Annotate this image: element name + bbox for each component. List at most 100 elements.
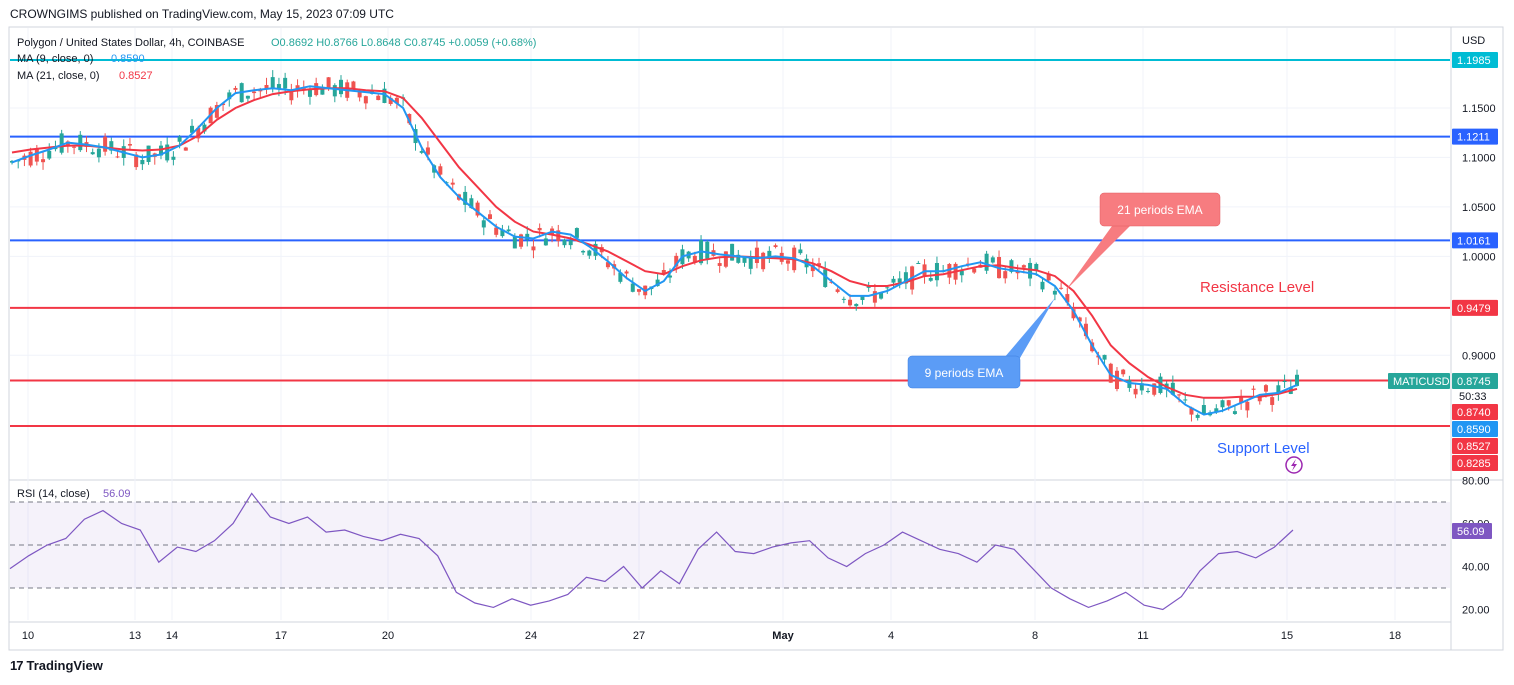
annotation-ema21-text: 21 periods EMA <box>1117 203 1202 217</box>
candle-body <box>519 234 524 247</box>
candle-body <box>34 149 39 162</box>
candle-body <box>252 91 257 94</box>
candle-body <box>1065 294 1070 303</box>
candle-body <box>1114 370 1119 389</box>
candle-body <box>860 295 865 301</box>
annotation-ema9[interactable]: 9 periods EMA <box>907 298 1055 389</box>
candle-body <box>376 95 381 101</box>
candle-body <box>59 133 64 153</box>
x-tick-label: 8 <box>1032 630 1038 642</box>
candle-body <box>587 250 592 256</box>
candle-body <box>1245 401 1250 411</box>
candle-body <box>90 152 95 155</box>
candle-body <box>494 227 499 235</box>
candle-body <box>463 191 468 205</box>
candle-body <box>103 136 108 152</box>
candle-body <box>1239 397 1244 403</box>
candle-body <box>28 151 33 166</box>
candle-body <box>382 88 387 103</box>
lightning-icon[interactable] <box>1285 456 1303 474</box>
candle-body <box>823 269 828 287</box>
candle-body <box>1046 273 1051 281</box>
y-tick-label: 1.1000 <box>1462 152 1496 164</box>
annotation-ema21[interactable]: 21 periods EMA <box>1066 192 1221 290</box>
tag-symbol-bg <box>1388 373 1450 389</box>
y-axis[interactable]: 1.15001.10001.05001.00000.900080.0060.00… <box>1462 103 1496 617</box>
candle-body <box>1214 408 1219 413</box>
level-layer <box>10 59 1450 427</box>
candle-body <box>283 77 288 89</box>
candle-body <box>96 148 101 158</box>
candle-body <box>717 263 722 266</box>
candle-body <box>1034 263 1039 270</box>
candle-body <box>1201 405 1206 415</box>
candle-body <box>537 227 542 231</box>
tag-level-1211-bg <box>1452 128 1498 145</box>
candle-body <box>270 77 275 90</box>
candle-body <box>1282 380 1287 382</box>
legend-symbol[interactable]: Polygon / United States Dollar, 4h, COIN… <box>17 37 244 49</box>
candle-body <box>624 271 629 274</box>
candle-body <box>692 255 697 263</box>
candle-body <box>736 254 741 263</box>
candle-body <box>202 124 207 132</box>
candle-body <box>1052 290 1057 295</box>
legend-rsi-value: 56.09 <box>103 488 131 500</box>
candle-body <box>531 246 536 251</box>
candle-body <box>357 91 362 98</box>
candle-body <box>1040 281 1045 290</box>
rsi-tick-label: 20.00 <box>1462 605 1490 617</box>
candle-body <box>885 287 890 289</box>
legend-ohlc: O0.8692 H0.8766 L0.8648 C0.8745 +0.0059 … <box>271 37 536 49</box>
candle-body <box>332 85 337 97</box>
candle-body <box>363 96 368 104</box>
annotation-ema9-text: 9 periods EMA <box>925 366 1004 380</box>
candle-body <box>506 229 511 232</box>
candle-body <box>841 298 846 300</box>
candle-body <box>1146 390 1151 392</box>
legend-rsi-label[interactable]: RSI (14, close) <box>17 488 90 500</box>
y-tick-label: 1.1500 <box>1462 103 1496 115</box>
candle-body <box>196 127 201 139</box>
candle-body <box>848 299 853 306</box>
tag-symbol: MATICUSD <box>1393 376 1450 388</box>
candle-body <box>605 262 610 268</box>
candle-body <box>903 272 908 284</box>
candle-body <box>190 125 195 133</box>
tag-ma21-bg <box>1452 438 1498 454</box>
candle-body <box>227 92 232 100</box>
candle-body <box>1270 397 1275 405</box>
rsi-tick-label: 80.00 <box>1462 476 1490 488</box>
tag-level-1985-bg <box>1452 52 1498 68</box>
candle-body <box>140 159 145 165</box>
legend-ma21-label[interactable]: MA (21, close, 0) <box>17 70 100 82</box>
candle-body <box>1232 411 1237 414</box>
candle-body <box>723 251 728 267</box>
x-axis[interactable]: 10 13 14 17 20 24 27 May 4 8 11 15 18 <box>22 630 1401 642</box>
candle-body <box>891 278 896 283</box>
legend-ma9-label[interactable]: MA (9, close, 0) <box>17 53 93 65</box>
candle-body <box>407 113 412 124</box>
candle-body <box>618 272 623 282</box>
x-tick-label: 10 <box>22 630 34 642</box>
candle-body <box>326 77 331 88</box>
currency-label: USD <box>1462 35 1485 47</box>
candle-body <box>1152 383 1157 395</box>
candle-body <box>543 238 548 246</box>
footer-brand: TradingView <box>26 658 103 673</box>
candle-body <box>984 253 989 271</box>
candle-body <box>1263 385 1268 392</box>
x-tick-label: 18 <box>1389 630 1401 642</box>
x-tick-label: 4 <box>888 630 894 642</box>
candle-body <box>730 243 735 261</box>
candle-body <box>1021 265 1026 268</box>
candle-body <box>810 264 815 272</box>
candle-body <box>593 243 598 256</box>
y-tick-label: 0.9000 <box>1462 350 1496 362</box>
footer[interactable]: 17 TradingView <box>10 658 103 673</box>
candle-body <box>525 233 530 240</box>
candle-body <box>1102 354 1107 360</box>
candle-body <box>127 144 132 146</box>
candle-body <box>72 146 77 148</box>
